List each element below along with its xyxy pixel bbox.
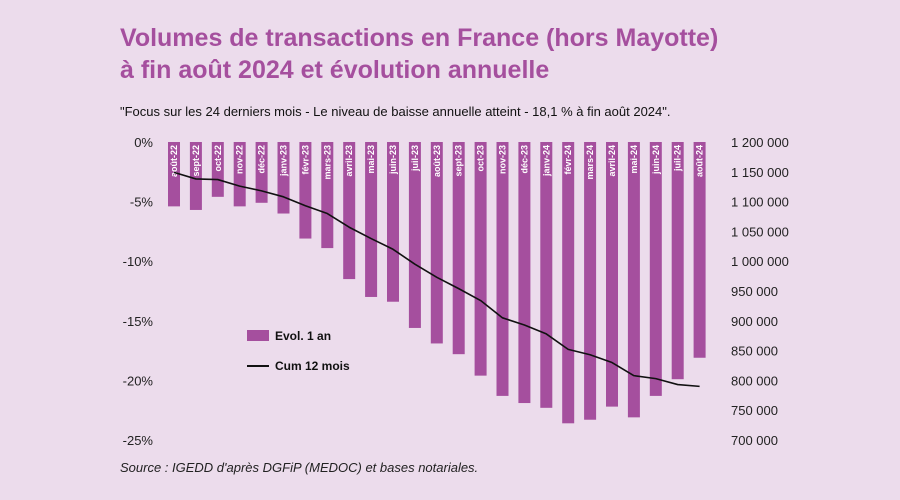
x-category-label: juil-23 bbox=[410, 145, 420, 172]
x-category-label: oct-23 bbox=[476, 145, 486, 172]
x-category-label: août-24 bbox=[695, 145, 705, 177]
bar bbox=[671, 142, 684, 380]
x-category-label: janv-24 bbox=[541, 145, 551, 177]
x-category-label: mai-23 bbox=[366, 145, 376, 174]
bar bbox=[518, 142, 531, 404]
x-category-label: mai-24 bbox=[629, 145, 639, 174]
x-category-label: févr-24 bbox=[563, 145, 573, 175]
bar bbox=[387, 142, 399, 302]
y-right-tick: 950 000 bbox=[731, 284, 778, 299]
y-right-tick: 1 100 000 bbox=[731, 195, 789, 210]
y-right-tick: 900 000 bbox=[731, 314, 778, 329]
legend-label-line: Cum 12 mois bbox=[275, 359, 350, 373]
x-category-label: sept-23 bbox=[454, 145, 464, 177]
x-category-label: déc-22 bbox=[257, 145, 267, 174]
y-left-tick: -20% bbox=[123, 373, 154, 388]
x-category-label: nov-22 bbox=[235, 145, 245, 174]
bar bbox=[299, 142, 312, 239]
y-left-tick: -10% bbox=[123, 254, 154, 269]
x-category-label: juil-24 bbox=[673, 145, 683, 172]
bar bbox=[452, 142, 465, 355]
source-note: Source : IGEDD d'après DGFiP (MEDOC) et … bbox=[120, 460, 479, 475]
x-category-label: oct-22 bbox=[213, 145, 223, 172]
bar bbox=[255, 142, 268, 203]
bar bbox=[430, 142, 443, 344]
bar bbox=[584, 142, 597, 420]
x-category-label: sept-22 bbox=[191, 145, 201, 177]
y-right-tick: 1 050 000 bbox=[731, 224, 789, 239]
bar bbox=[627, 142, 640, 418]
x-category-label: mars-24 bbox=[585, 145, 595, 180]
y-right-tick: 700 000 bbox=[731, 433, 778, 448]
x-category-label: févr-23 bbox=[300, 145, 310, 175]
bar bbox=[233, 142, 246, 207]
x-category-label: nov-23 bbox=[498, 145, 508, 174]
y-left-tick: 0% bbox=[134, 135, 153, 150]
bar bbox=[496, 142, 509, 396]
y-right-tick: 1 150 000 bbox=[731, 165, 789, 180]
y-left-tick: -5% bbox=[130, 195, 154, 210]
bar bbox=[343, 142, 356, 280]
y-left-tick: -15% bbox=[123, 314, 154, 329]
title-line-2: à fin août 2024 et évolution annuelle bbox=[120, 56, 550, 84]
bar bbox=[408, 142, 421, 328]
x-category-label: janv-23 bbox=[279, 145, 289, 177]
y-right-tick: 1 000 000 bbox=[731, 254, 789, 269]
bar bbox=[562, 142, 575, 424]
y-right-tick: 850 000 bbox=[731, 344, 778, 359]
x-category-label: août-23 bbox=[432, 145, 442, 177]
x-category-label: avril-23 bbox=[344, 145, 354, 177]
bar bbox=[321, 142, 334, 249]
bar bbox=[168, 142, 180, 207]
chart-subtitle: "Focus sur les 24 derniers mois - Le niv… bbox=[120, 104, 671, 119]
title-line-1: Volumes de transactions en France (hors … bbox=[120, 24, 719, 52]
bar bbox=[693, 142, 706, 358]
bar bbox=[649, 142, 662, 396]
bar bbox=[365, 142, 378, 297]
y-right-tick: 1 200 000 bbox=[731, 135, 789, 150]
x-category-label: juin-23 bbox=[388, 145, 398, 175]
chart-title: Volumes de transactions en France (hors … bbox=[120, 22, 820, 86]
legend-swatch-bar bbox=[247, 330, 269, 341]
bar bbox=[189, 142, 202, 210]
bar bbox=[606, 142, 618, 407]
y-right-tick: 750 000 bbox=[731, 403, 778, 418]
line-cum-12-mois bbox=[173, 171, 700, 388]
bar bbox=[211, 142, 224, 197]
x-category-label: déc-23 bbox=[519, 145, 529, 174]
x-category-label: juin-24 bbox=[651, 145, 661, 175]
x-category-label: mars-23 bbox=[322, 145, 332, 180]
x-category-label: avril-24 bbox=[607, 145, 617, 177]
bar bbox=[540, 142, 553, 408]
x-category-label: août-22 bbox=[169, 145, 179, 177]
y-right-tick: 800 000 bbox=[731, 373, 778, 388]
bar bbox=[474, 142, 487, 376]
legend-label-bar: Evol. 1 an bbox=[275, 329, 331, 343]
y-left-tick: -25% bbox=[123, 433, 154, 448]
